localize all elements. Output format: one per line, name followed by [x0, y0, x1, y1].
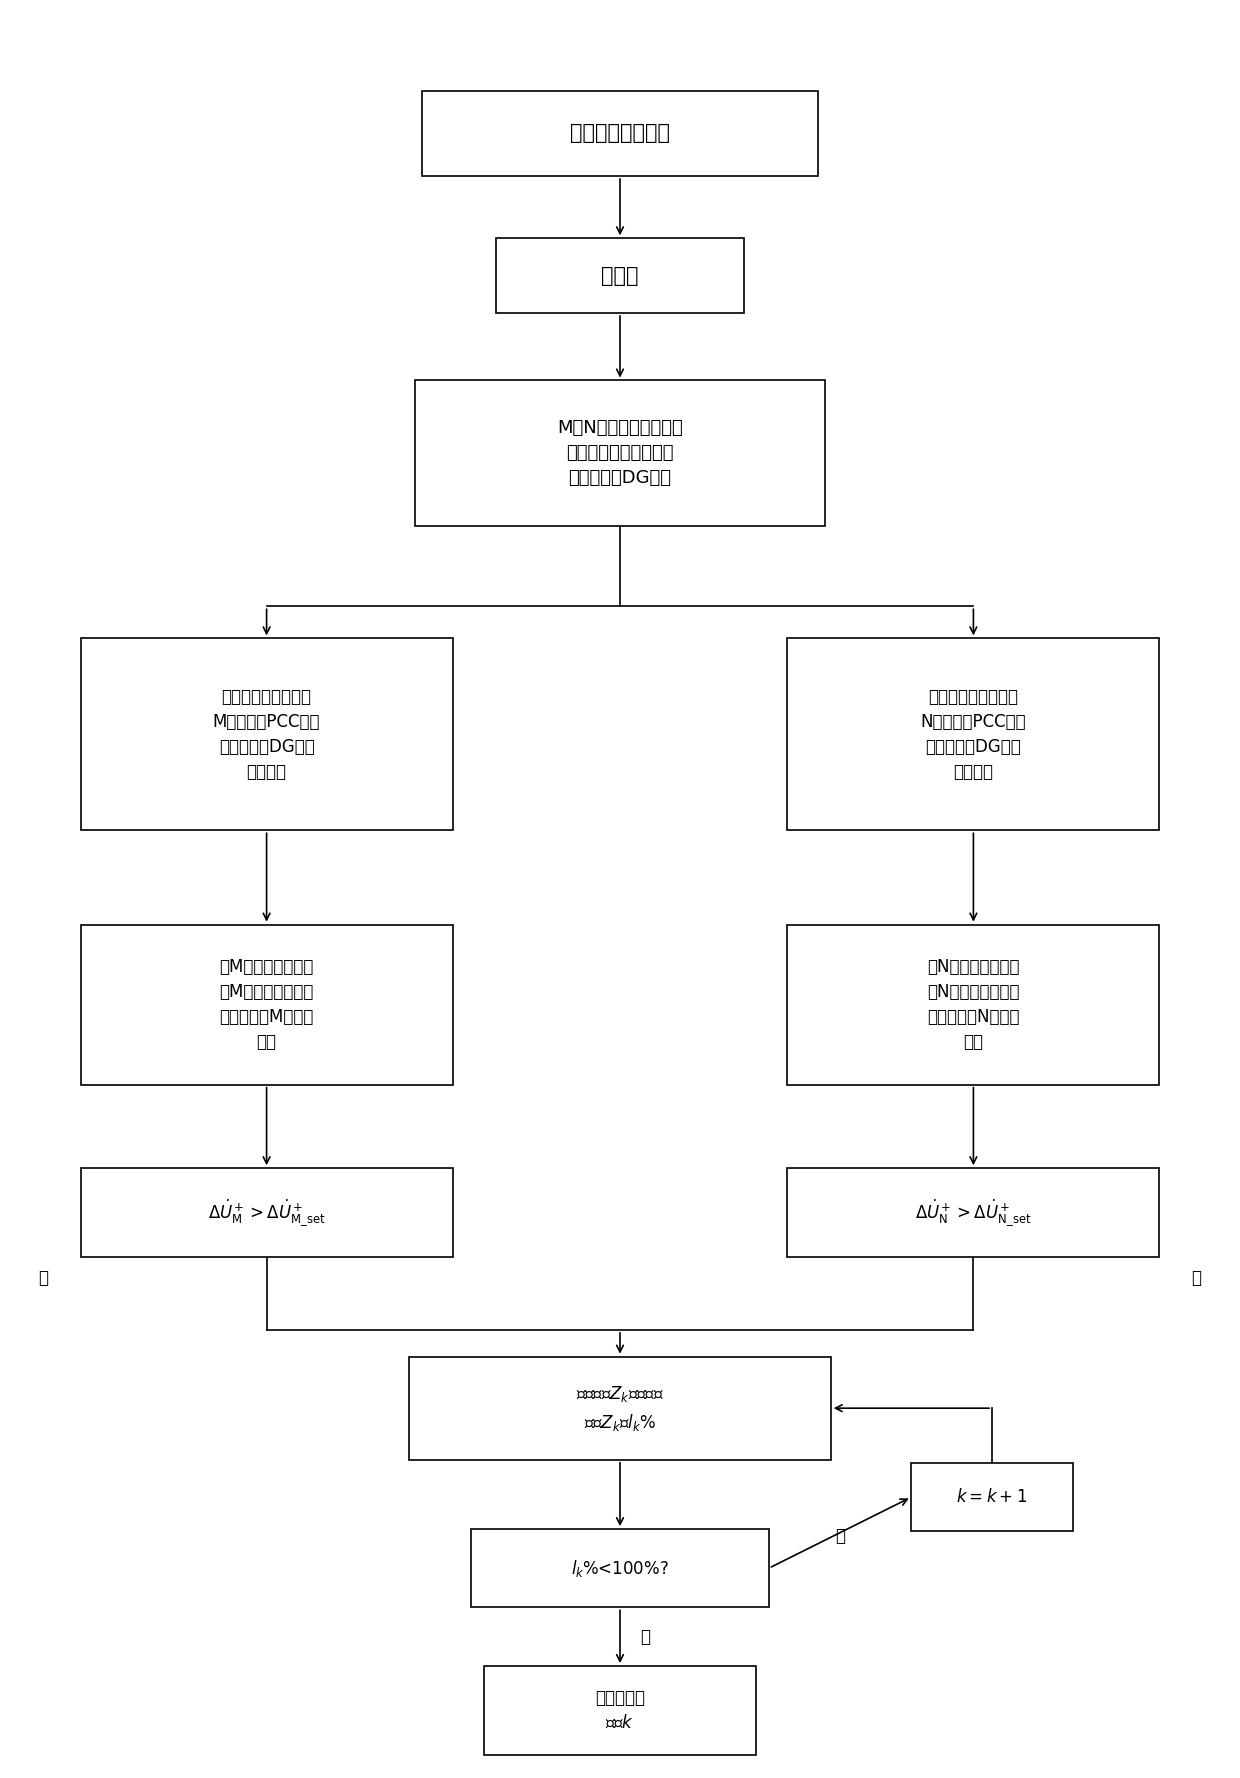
Bar: [787, 638, 1159, 830]
Bar: [787, 925, 1159, 1085]
Text: 假设线路正常运行从
M侧推导各PCC点正
序电压和各DG输出
正序电流: 假设线路正常运行从 M侧推导各PCC点正 序电压和各DG输出 正序电流: [213, 688, 320, 781]
Text: 是: 是: [640, 1627, 650, 1646]
Text: $\Delta\dot{U}^+_\mathrm{N}>\Delta\dot{U}^+_\mathrm{N\_set}$: $\Delta\dot{U}^+_\mathrm{N}>\Delta\dot{U…: [915, 1197, 1032, 1229]
Text: 初始化: 初始化: [601, 265, 639, 286]
Text: 是: 是: [1192, 1269, 1202, 1287]
Bar: [409, 1357, 831, 1460]
Bar: [911, 1463, 1073, 1531]
Bar: [81, 1168, 453, 1257]
Bar: [787, 1168, 1159, 1257]
Bar: [484, 1666, 756, 1755]
Bar: [422, 91, 818, 176]
Text: $k=k+1$: $k=k+1$: [956, 1488, 1028, 1506]
Text: 由M侧推导正序电压
与M侧实际测量正序
电压，计算M侧比较
电压: 由M侧推导正序电压 与M侧实际测量正序 电压，计算M侧比较 电压: [219, 958, 314, 1051]
Bar: [81, 638, 453, 830]
Bar: [471, 1529, 769, 1607]
Bar: [81, 925, 453, 1085]
Bar: [415, 380, 825, 526]
Text: 是: 是: [38, 1269, 48, 1287]
Bar: [496, 238, 744, 313]
Text: 假设线路正常运行从
N侧推导各PCC点正
序电压和各DG输出
正序电流: 假设线路正常运行从 N侧推导各PCC点正 序电压和各DG输出 正序电流: [920, 688, 1027, 781]
Text: 继电保护装置上电: 继电保护装置上电: [570, 123, 670, 144]
Text: 否: 否: [835, 1527, 846, 1545]
Text: $l_k$%<100%?: $l_k$%<100%?: [572, 1558, 668, 1579]
Text: $\Delta\dot{U}^+_\mathrm{M}>\Delta\dot{U}^+_\mathrm{M\_set}$: $\Delta\dot{U}^+_\mathrm{M}>\Delta\dot{U…: [207, 1197, 326, 1229]
Text: 故障发生在
区段$k$: 故障发生在 区段$k$: [595, 1689, 645, 1732]
Text: M、N点保护装置进行数
据采集、处理、信息交
互，获取各DG功率: M、N点保护装置进行数 据采集、处理、信息交 互，获取各DG功率: [557, 420, 683, 487]
Text: 假设区段$Z_k$发生故障
计算$Z_k$和$l_k$%: 假设区段$Z_k$发生故障 计算$Z_k$和$l_k$%: [577, 1383, 663, 1433]
Text: 由N侧推导正序电压
与N侧实际测量正序
电压，计算N侧比较
电压: 由N侧推导正序电压 与N侧实际测量正序 电压，计算N侧比较 电压: [928, 958, 1019, 1051]
